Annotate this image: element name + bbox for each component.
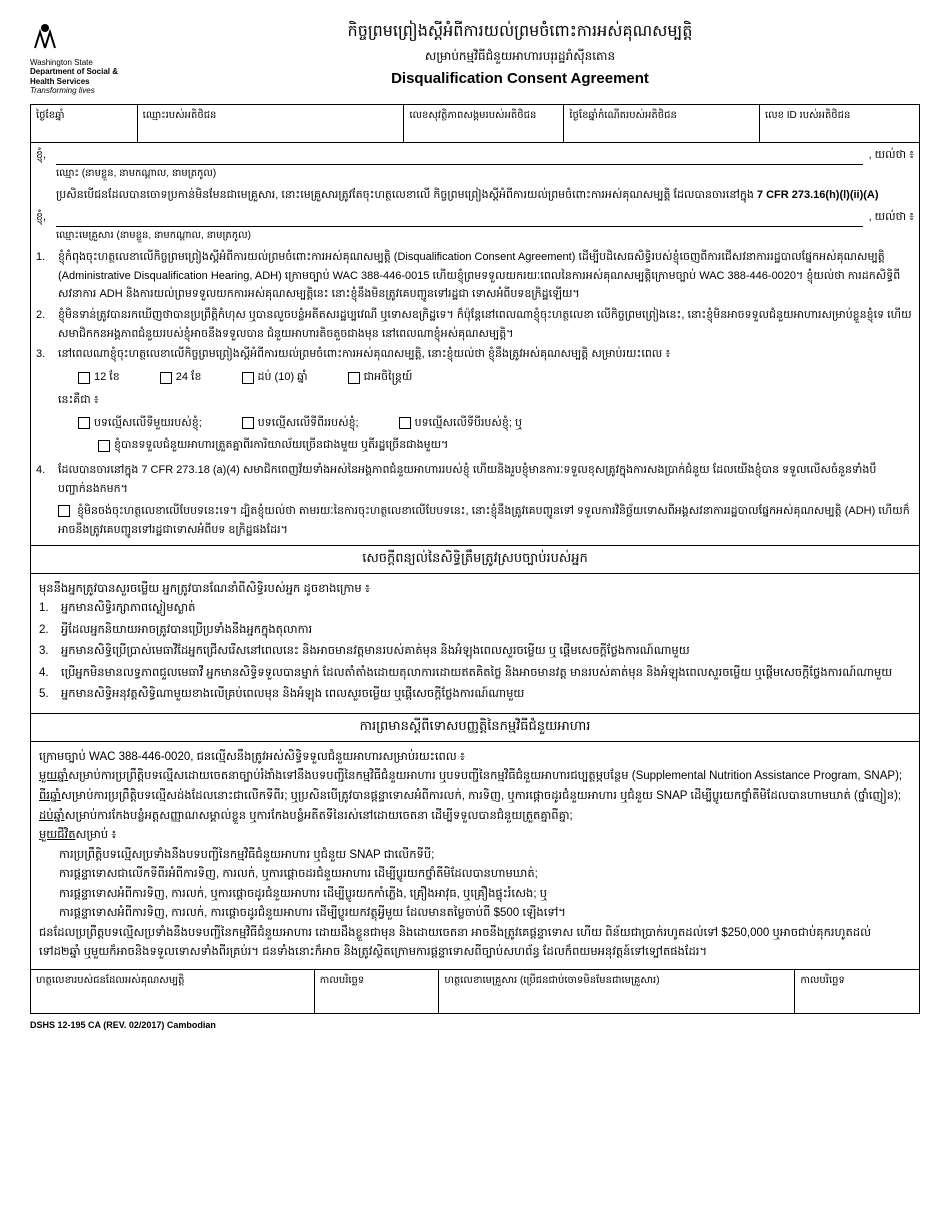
rights-list: 1.អ្នកមានសិទ្ធិរក្សាភាពស្ងៀមស្ងាត់ 2.អ្វ… [39, 599, 911, 705]
cb-combined[interactable] [98, 440, 110, 452]
perm-4: ការផ្តន្ទាទោសអំពីការទិញ, ការលក់, ការផ្តោ… [59, 904, 911, 924]
name-hint-1: ឈ្មោះ (នាមខ្លួន, នាមកណ្តាល, នាមត្រកូល) [56, 165, 914, 182]
rights-intro: មុននឹងអ្នកត្រូវបានសួរចម្លើយ អ្នកត្រូវបាន… [39, 580, 911, 600]
agree-label-2: , យល់ថា ៖ [869, 208, 914, 227]
perm-3: ការផ្តន្ទាទោសអំពីការទិញ, ការលក់, ឬការផ្ត… [59, 885, 911, 905]
signer-line-1: ខ្ញុំ, , យល់ថា ៖ [36, 146, 914, 165]
penalty-section: ក្រោមច្បាប់ WAC 388-446-0020, ជនល្មើសនឹង… [30, 742, 920, 970]
field-ssn-label: លេខសុវត្ថិភាពសង្គមរបស់អតិថិជន [409, 108, 558, 123]
field-name-label: ឈ្មោះរបស់អតិថិជន [143, 108, 399, 123]
agency-name-1: Washington State [30, 58, 93, 67]
cb-24mo[interactable] [160, 372, 172, 384]
item-2: ខ្ញុំមិនទាន់ត្រូវបានរកឃើញថាបានប្រព្រឹត្ត… [58, 306, 914, 343]
right-2: អ្វីដែលអ្នកនិយាយអាចត្រូវបានប្រើប្រទាំងនឹ… [61, 621, 911, 641]
sig-date-1[interactable]: កាលបរិច្ឆេទ [315, 970, 440, 1014]
agency-tagline: Transforming lives [30, 86, 95, 95]
i-label-2: ខ្ញុំ, [36, 208, 50, 227]
item-4: ដែលបានចារនៅក្នុង 7 CFR 273.18 (a)(4) សមា… [58, 461, 914, 540]
penalty-4: មួយជីវិតសម្រាប់ ៖ [39, 826, 911, 846]
cb-permanent[interactable] [348, 372, 360, 384]
subtitle-khmer: សម្រាប់កម្មវិធីជំនួយអាហារបរុរដ្ឋរាំសុីនត… [120, 48, 920, 66]
penalty-final: ជនដែលប្រព្រឹត្តបទល្មើសប្រទាំងនឹងបទបញ្ជីន… [39, 924, 911, 963]
signature-row: ហត្ថលេខារបស់ជនដែលអស់គុណសម្បត្តិ កាលបរិច្… [30, 970, 920, 1014]
waiver-paragraph: ប្រសិនបើជនដែលបានចោទប្រកាន់មិនមែនជាមេគ្រួ… [56, 186, 914, 205]
perm-1: ការប្រព្រឹត្តិបទល្មើសប្រទាំងនឹងបទបញ្ជីនៃ… [59, 846, 911, 866]
rights-title: សេចក្តីពន្យល់នៃសិទ្ធិត្រឹមត្រូវស្របច្បាប… [30, 546, 920, 574]
penalty-2: ពីរឆ្នាំសម្រាប់ការប្រព្រឹត្តិបទល្មើសដ់ងដ… [39, 787, 911, 807]
penalty-intro: ក្រោមច្បាប់ WAC 388-446-0020, ជនល្មើសនឹង… [39, 748, 911, 768]
agreement-items: 1.ខ្ញុំកំពុងចុះហត្ថលេខាលើកិច្ចព្រមព្រៀងស… [36, 248, 914, 540]
agree-label-1: , យល់ថា ៖ [869, 146, 914, 165]
penalty-1: មួយឆ្នាំសម្រាប់ការប្រព្រឹត្តិបទល្មើសដោយច… [39, 767, 911, 787]
cb-10yr[interactable] [242, 372, 254, 384]
perm-2: ការផ្តន្ទាទោសជាលើកទីពីរអំពីការទិញ, ការលក… [59, 865, 911, 885]
sig-disqualified[interactable]: ហត្ថលេខារបស់ជនដែលអស់គុណសម្បត្តិ [30, 970, 315, 1014]
logo-icon [30, 20, 120, 58]
title-khmer: កិច្ចព្រមព្រៀងស្តីអំពីការយល់ព្រមចំពោះការ… [120, 20, 920, 44]
sig-head-household[interactable]: ហត្ថលេខាមេគ្រួសារ (ប្រើជនជាប់ចោទមិនមែនជា… [439, 970, 795, 1014]
cb-third[interactable] [399, 417, 411, 429]
field-dob-label: ថ្ងៃខែឆ្នាំកំណើតរបស់អតិថិជន [569, 108, 754, 123]
penalty-3: ដប់ឆ្នាំសម្រាប់ការកែងបន្លំអត្តសញ្ញាណសម្គ… [39, 807, 911, 827]
cb-no-sign[interactable] [58, 505, 70, 517]
penalty-title: ការព្រមានស្តីពីទោសបញ្ញត្តិនៃកម្មវិធីជំនួ… [30, 714, 920, 742]
field-id-label: លេខ ID របស់អតិថិជន [765, 108, 914, 123]
right-4: ប្រើអ្នកមិនមានលទ្ធភាពជួលមេធាវី អ្នកមានសិ… [61, 664, 911, 684]
item-3: នៅពេលណាខ្ញុំចុះហត្ថលេខាលើកិច្ចព្រមព្រៀងស… [58, 345, 914, 458]
client-info-row: ថ្ងៃខែឆ្នាំ ឈ្មោះរបស់អតិថិជន លេខសុវត្ថិភ… [31, 104, 920, 142]
agreement-body: ខ្ញុំ, , យល់ថា ៖ ឈ្មោះ (នាមខ្លួន, នាមកណ្… [31, 142, 920, 545]
title-block: កិច្ចព្រមព្រៀងស្តីអំពីការយល់ព្រមចំពោះការ… [120, 20, 920, 87]
page-header: Washington State Department of Social & … [30, 20, 920, 96]
item-1: ខ្ញុំកំពុងចុះហត្ថលេខាលើកិច្ចព្រមព្រៀងស្ត… [58, 248, 914, 304]
sig-date-2[interactable]: កាលបរិច្ឆេទ [795, 970, 920, 1014]
right-5: អ្នកមានសិទ្ធិអនុវត្តសិទ្ធិណាមួយខាងលើគ្រប… [61, 685, 911, 705]
main-form-table: ថ្ងៃខែឆ្នាំ ឈ្មោះរបស់អតិថិជន លេខសុវត្ថិភ… [30, 104, 920, 546]
witness-hint: ឈ្មោះមេគ្រួសារ (នាមខ្លួន, នាមកណ្តាល, នាម… [56, 227, 914, 244]
cb-12mo[interactable] [78, 372, 90, 384]
duration-checkboxes: 12 ខែ 24 ខែ ដប់ (10) ឆ្នាំ ជាអចិន្ត្រៃយ៍ [78, 368, 914, 387]
because-label: នេះគឺជា ៖ [58, 391, 914, 410]
form-footer: DSHS 12-195 CA (REV. 02/2017) Cambodian [30, 1020, 920, 1030]
right-3: អ្នកមានសិទ្ធិប្រើប្រាស់មេធាវីដែអ្នកជ្រើស… [61, 642, 911, 662]
field-date-label: ថ្ងៃខែឆ្នាំ [36, 108, 132, 123]
offense-checkboxes: បទល្មើសលើទីមួយរបស់ខ្ញុំ; បទល្មើសលើទីពីររ… [78, 414, 914, 433]
rights-section: មុននឹងអ្នកត្រូវបានសួរចម្លើយ អ្នកត្រូវបាន… [30, 574, 920, 714]
i-label-1: ខ្ញុំ, [36, 146, 50, 165]
agency-name-2: Department of Social & Health Services [30, 67, 118, 86]
agency-logo: Washington State Department of Social & … [30, 20, 120, 96]
signer-line-2: ខ្ញុំ, , យល់ថា ៖ [36, 208, 914, 227]
right-1: អ្នកមានសិទ្ធិរក្សាភាពស្ងៀមស្ងាត់ [61, 599, 911, 619]
cb-first[interactable] [78, 417, 90, 429]
cfr-ref-1: 7 CFR 273.16(h)(l)(ii)(A) [757, 189, 879, 201]
cb-second[interactable] [242, 417, 254, 429]
title-english: Disqualification Consent Agreement [120, 70, 920, 87]
